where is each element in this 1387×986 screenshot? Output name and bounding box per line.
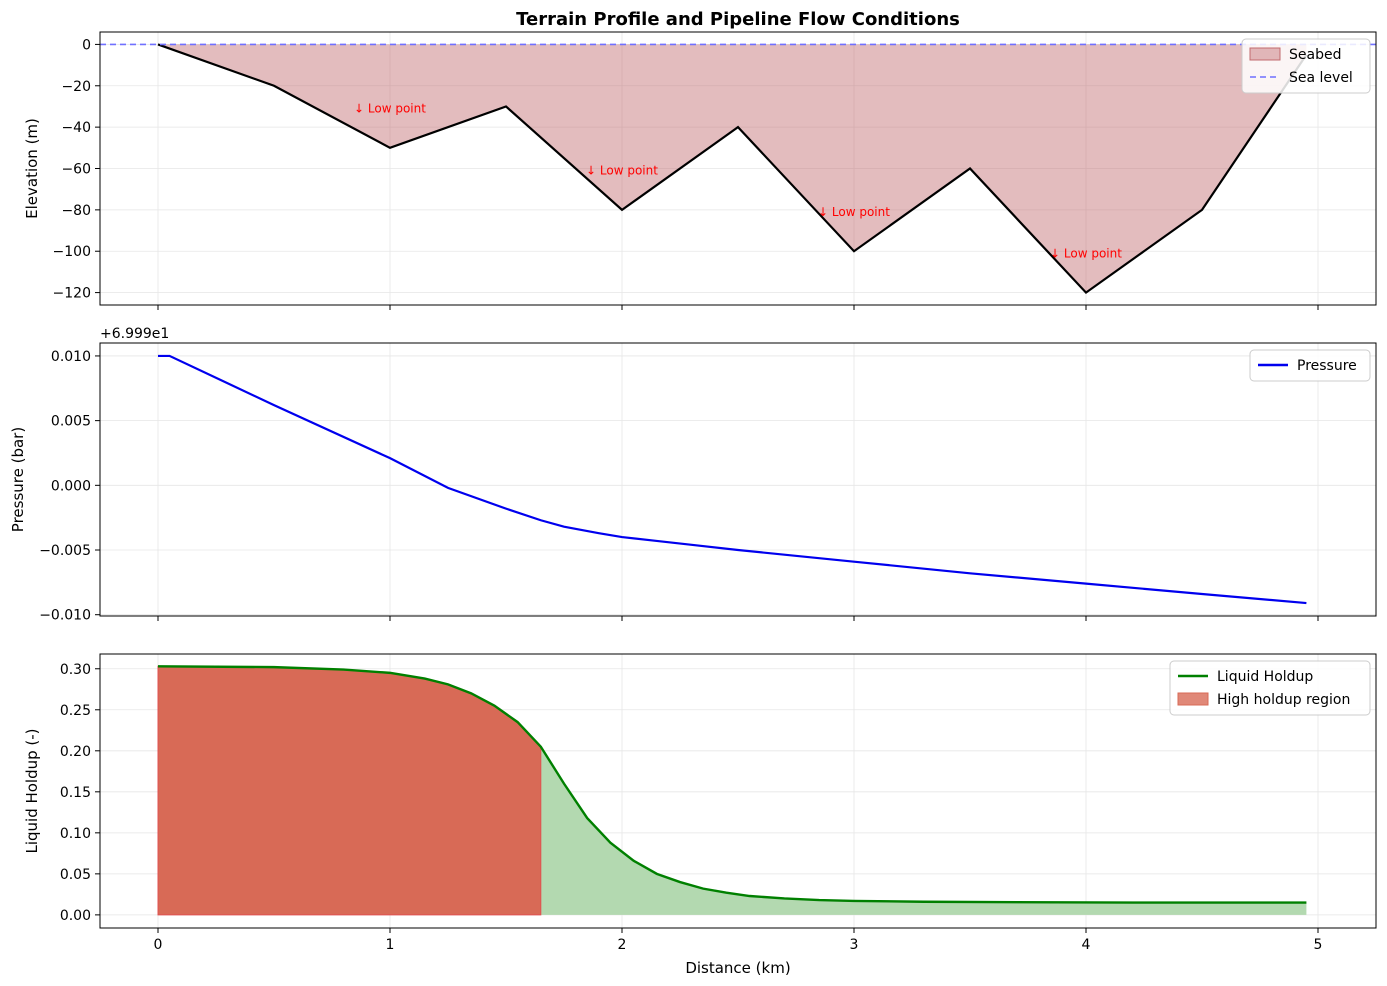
y-tick-label: 0.05 xyxy=(60,867,91,883)
y-tick-label: 0.00 xyxy=(60,908,91,924)
legend-label: Pressure xyxy=(1297,358,1357,374)
y-axis-label: Liquid Holdup (-) xyxy=(23,728,41,853)
y-tick-label: 0 xyxy=(82,37,91,53)
x-tick-label: 5 xyxy=(1314,937,1323,953)
y-offset-label: +6.999e1 xyxy=(100,326,169,342)
legend-label: Sea level xyxy=(1289,70,1353,86)
y-tick-label: 0.000 xyxy=(51,478,91,494)
high-holdup-region xyxy=(157,665,542,916)
panel-holdup: 0 1 2 3 4 5 0.00 0.05 0.10 0.15 0.20 0.25 0.30 Liquid… xyxy=(23,653,1377,953)
y-tick-label: −120 xyxy=(53,286,91,302)
y-axis-label: Elevation (m) xyxy=(23,118,41,219)
y-tick-label: 0.25 xyxy=(60,703,91,719)
legend-swatch xyxy=(1177,692,1209,706)
axes-frame xyxy=(99,653,1377,929)
x-tick-label: 0 xyxy=(154,937,163,953)
holdup-line xyxy=(157,665,1307,904)
low-point-annotation: ↓ Low point xyxy=(354,102,426,116)
legend: Seabed Sea level xyxy=(1241,38,1371,94)
low-point-annotation: ↓ Low point xyxy=(586,164,658,178)
legend-box xyxy=(1249,349,1371,382)
y-tick-label: −60 xyxy=(61,162,91,178)
low-point-annotation: ↓ Low point xyxy=(818,205,890,219)
figure-title: Terrain Profile and Pipeline Flow Condit… xyxy=(516,9,960,30)
legend-box xyxy=(1169,660,1371,716)
y-tick-label: 0.005 xyxy=(51,414,91,430)
y-tick-label: −0.010 xyxy=(39,608,91,624)
legend-label: Liquid Holdup xyxy=(1217,669,1313,685)
low-point-annotation: ↓ Low point xyxy=(1050,246,1122,260)
axes-frame xyxy=(99,342,1377,617)
x-axis-label: Distance (km) xyxy=(685,959,790,977)
y-axis-label: Pressure (bar) xyxy=(9,427,27,532)
y-tick-label: 0.20 xyxy=(60,744,91,760)
y-tick-label: 0.15 xyxy=(60,785,91,801)
pressure-line xyxy=(158,354,1307,605)
legend: Liquid Holdup High holdup region xyxy=(1169,660,1371,716)
legend: Pressure xyxy=(1249,349,1371,382)
y-tick-label: −40 xyxy=(61,120,91,136)
x-tick-label: 3 xyxy=(850,937,859,953)
y-tick-label: −100 xyxy=(53,244,91,260)
legend-label: High holdup region xyxy=(1217,692,1350,708)
y-tick-label: 0.10 xyxy=(60,826,91,842)
x-tick-label: 2 xyxy=(618,937,627,953)
x-tick-label: 4 xyxy=(1082,937,1091,953)
legend-label: Seabed xyxy=(1289,47,1341,63)
legend-box xyxy=(1241,38,1371,94)
y-tick-label: −80 xyxy=(61,203,91,219)
legend-swatch xyxy=(1249,47,1281,61)
y-tick-label: −0.005 xyxy=(39,543,91,559)
panel-pressure: 0.010 0.005 0.000 −0.005 −0.010 Pressure (bar… xyxy=(9,326,1377,624)
panel-terrain: ↓ Low point ↓ Low point ↓ Low point ↓ Low p… xyxy=(23,31,1377,310)
y-tick-label: −20 xyxy=(61,79,91,95)
seabed-fill xyxy=(158,44,1307,293)
terrain-line xyxy=(157,43,1308,295)
x-tick-label: 1 xyxy=(386,937,395,953)
y-tick-label: 0.010 xyxy=(51,349,91,365)
y-tick-label: 0.30 xyxy=(60,662,91,678)
